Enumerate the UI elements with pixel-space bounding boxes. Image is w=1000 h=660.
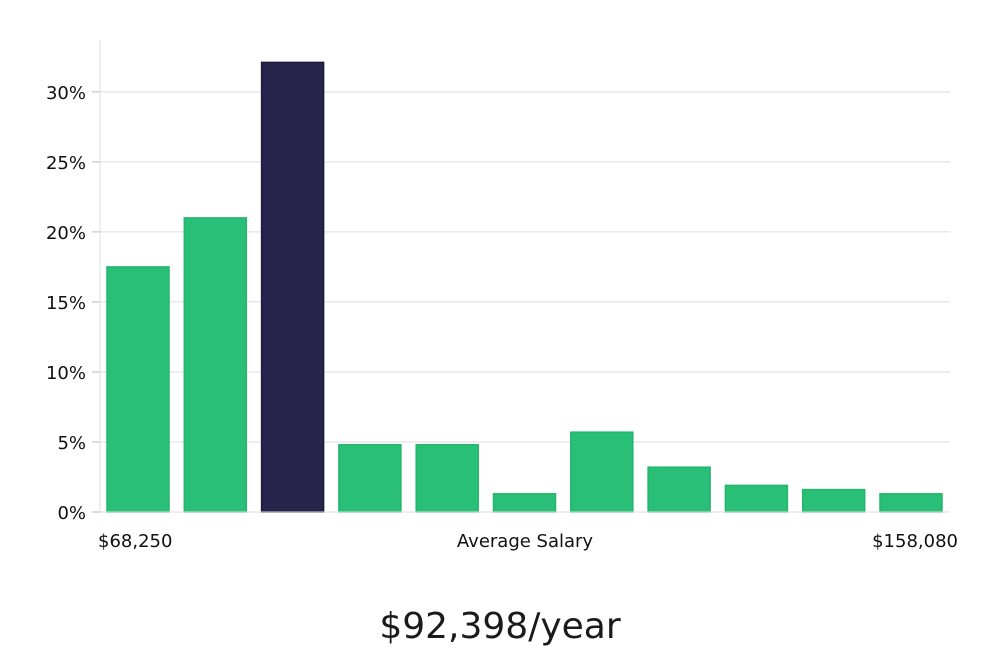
- average-salary-value: $92,398/year: [379, 606, 621, 647]
- salary-histogram: 0% 5% 10% 15% 20% 25% 30% $68,250 Average Salary…: [46, 40, 958, 552]
- y-tick-label: 25%: [46, 153, 86, 174]
- axes: [92, 40, 950, 513]
- y-tick-label: 20%: [46, 223, 86, 244]
- bar: [647, 466, 711, 513]
- bar: [801, 488, 866, 513]
- bar: [492, 493, 557, 513]
- y-tick-label: 15%: [46, 293, 86, 314]
- bar: [183, 217, 248, 513]
- x-max-label: $158,080: [872, 531, 958, 552]
- y-tick-label: 5%: [57, 433, 86, 454]
- bar: [415, 444, 479, 513]
- bar-highlight: [260, 61, 325, 513]
- x-min-label: $68,250: [98, 531, 172, 552]
- bar: [879, 493, 943, 513]
- bar: [724, 484, 789, 513]
- y-tick-label: 0%: [57, 503, 86, 524]
- x-axis-title: Average Salary: [457, 531, 594, 552]
- bars: [106, 61, 943, 513]
- bar: [338, 444, 402, 513]
- labels: 0% 5% 10% 15% 20% 25% 30% $68,250 Average Salary…: [46, 83, 958, 552]
- bar: [106, 266, 170, 513]
- y-tick-label: 30%: [46, 83, 86, 104]
- y-tick-label: 10%: [46, 363, 86, 384]
- bar: [570, 431, 634, 513]
